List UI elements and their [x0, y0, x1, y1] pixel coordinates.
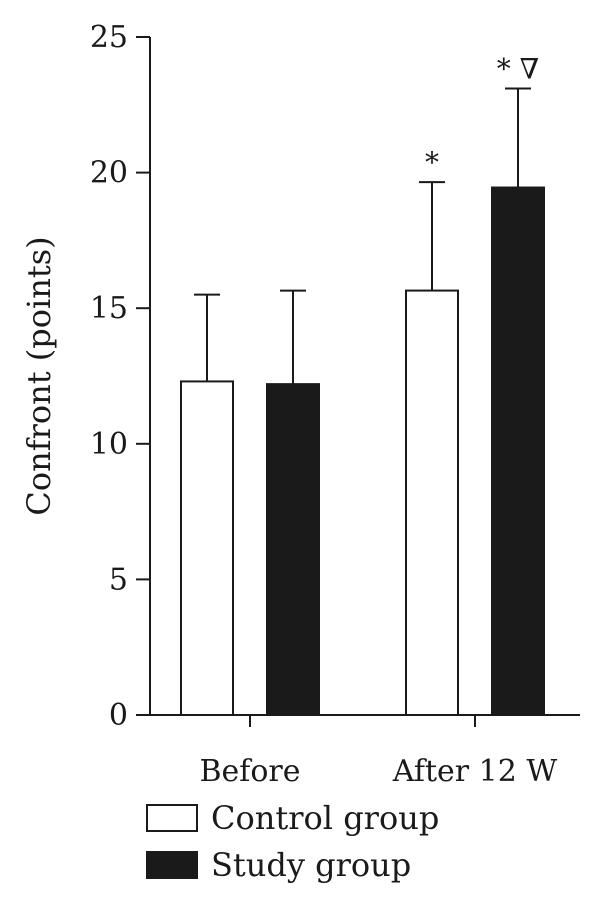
- y-tick-label: 0: [109, 698, 128, 733]
- bars: * * ∇: [180, 53, 545, 717]
- bar: [180, 380, 234, 716]
- legend-label: Study group: [211, 846, 411, 884]
- y-axis-title: Confront (points): [20, 236, 58, 515]
- legend: Control group Study group: [146, 799, 439, 884]
- significance-label: * ∇: [497, 53, 539, 86]
- axes: 0 5 10 15 20 25 Before After 12 W: [90, 20, 580, 789]
- bar: [266, 383, 320, 716]
- y-tick-label: 25: [90, 20, 128, 55]
- y-tick-label: 20: [90, 156, 128, 191]
- y-tick-label: 10: [90, 427, 128, 462]
- significance-label: *: [425, 146, 439, 179]
- legend-swatch: [146, 804, 198, 832]
- legend-swatch: [146, 851, 198, 879]
- x-tick-label: Before: [199, 754, 300, 789]
- bar: [405, 289, 459, 716]
- y-tick-label: 15: [90, 291, 128, 326]
- legend-label: Control group: [211, 799, 439, 837]
- x-tick-label: After 12 W: [392, 754, 558, 789]
- bar: [491, 186, 545, 717]
- y-tick-label: 5: [109, 562, 128, 597]
